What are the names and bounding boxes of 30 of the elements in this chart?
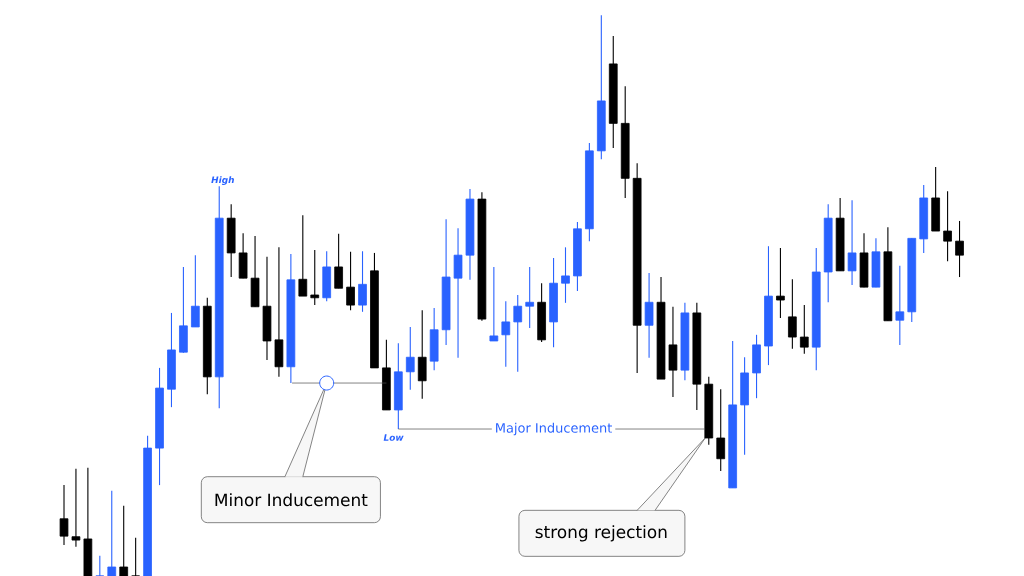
candlestick [405,326,415,391]
candlestick [847,199,857,286]
candlestick [59,484,69,546]
candlestick [346,251,355,311]
candlestick [501,300,511,368]
candlestick [895,265,905,346]
annotation: Major Inducement [496,422,612,436]
candlestick [417,309,427,400]
candlestick [358,250,367,313]
candlestick [776,247,785,319]
candlestick [334,233,343,289]
annotation: strong rejection [535,524,667,542]
candlestick [513,294,523,373]
candlestick [191,254,200,328]
candlestick [799,304,809,355]
candlestick [716,388,726,472]
annotation: Low [383,434,404,441]
candlestick [644,272,654,359]
candlestick [943,190,952,262]
candlestick [453,227,463,359]
candlestick [71,468,81,548]
candlestick [310,249,320,306]
candlestick [788,278,797,350]
candlestick [489,266,499,342]
candlestick [298,214,308,297]
annotation: High [211,176,234,185]
candlestick [955,220,964,278]
candlestick [561,246,570,304]
annotation: Minor Inducement [215,492,368,507]
candlestick [525,266,535,329]
